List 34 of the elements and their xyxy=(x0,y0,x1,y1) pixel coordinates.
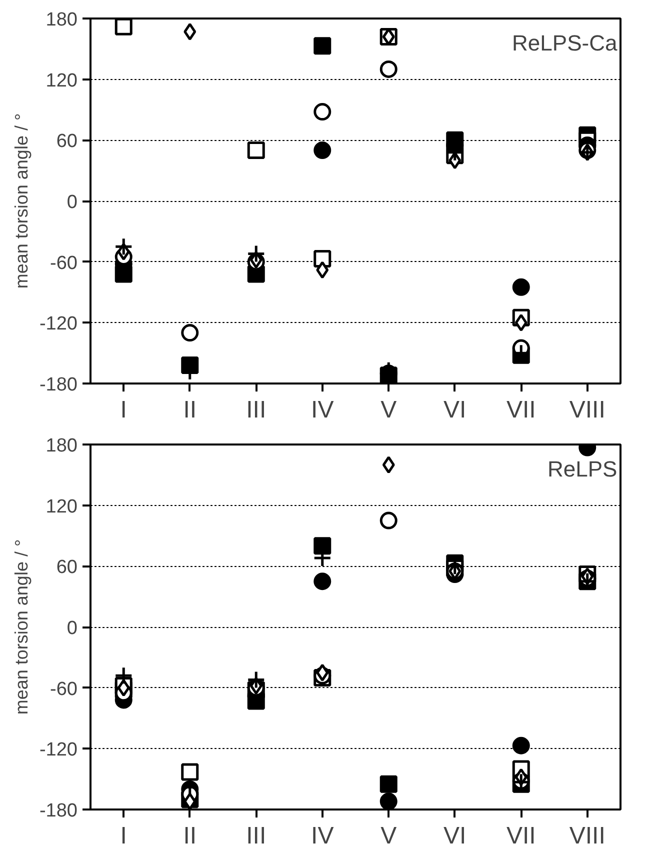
x-tick-label: VII xyxy=(506,822,536,850)
y-tick-label: 120 xyxy=(46,70,78,92)
y-tick-label: -120 xyxy=(39,314,78,335)
y-tick-label: 180 xyxy=(46,436,78,456)
y-tick-label: -120 xyxy=(39,740,78,761)
x-tick-label: II xyxy=(183,822,197,850)
x-tick-label: VII xyxy=(506,396,536,424)
x-tick-label: II xyxy=(183,396,197,424)
x-tick-label: I xyxy=(120,822,127,850)
text: ReLPS-Ca xyxy=(512,30,618,56)
y-tick-label: 60 xyxy=(56,557,78,578)
y-tick-label: 120 xyxy=(46,496,78,518)
y-tick-label: -180 xyxy=(39,800,78,822)
y-axis-title: mean torsion angle / ° xyxy=(11,539,32,715)
x-tick-label: IV xyxy=(311,822,334,850)
x-tick-label: V xyxy=(380,822,397,850)
x-tick-label: IV xyxy=(311,396,334,424)
y-tick-label: -60 xyxy=(50,678,78,700)
x-tick-label: VIII xyxy=(569,822,606,850)
y-axis-title: mean torsion angle / ° xyxy=(11,113,32,289)
y-tick-label: 0 xyxy=(66,192,78,213)
x-tick-label: III xyxy=(246,396,266,424)
y-tick-label: 180 xyxy=(46,10,78,30)
text: ReLPS xyxy=(547,456,618,482)
y-tick-label: -180 xyxy=(39,374,78,396)
x-tick-label: I xyxy=(120,396,127,424)
x-tick-label: VI xyxy=(444,396,466,424)
x-tick-label: VIII xyxy=(569,396,606,424)
y-tick-label: -60 xyxy=(50,252,78,274)
x-tick-label: V xyxy=(380,396,397,424)
x-tick-label: III xyxy=(246,822,266,850)
y-tick-label: 0 xyxy=(66,618,78,639)
y-tick-label: 60 xyxy=(56,131,78,152)
x-tick-label: VI xyxy=(444,822,466,850)
